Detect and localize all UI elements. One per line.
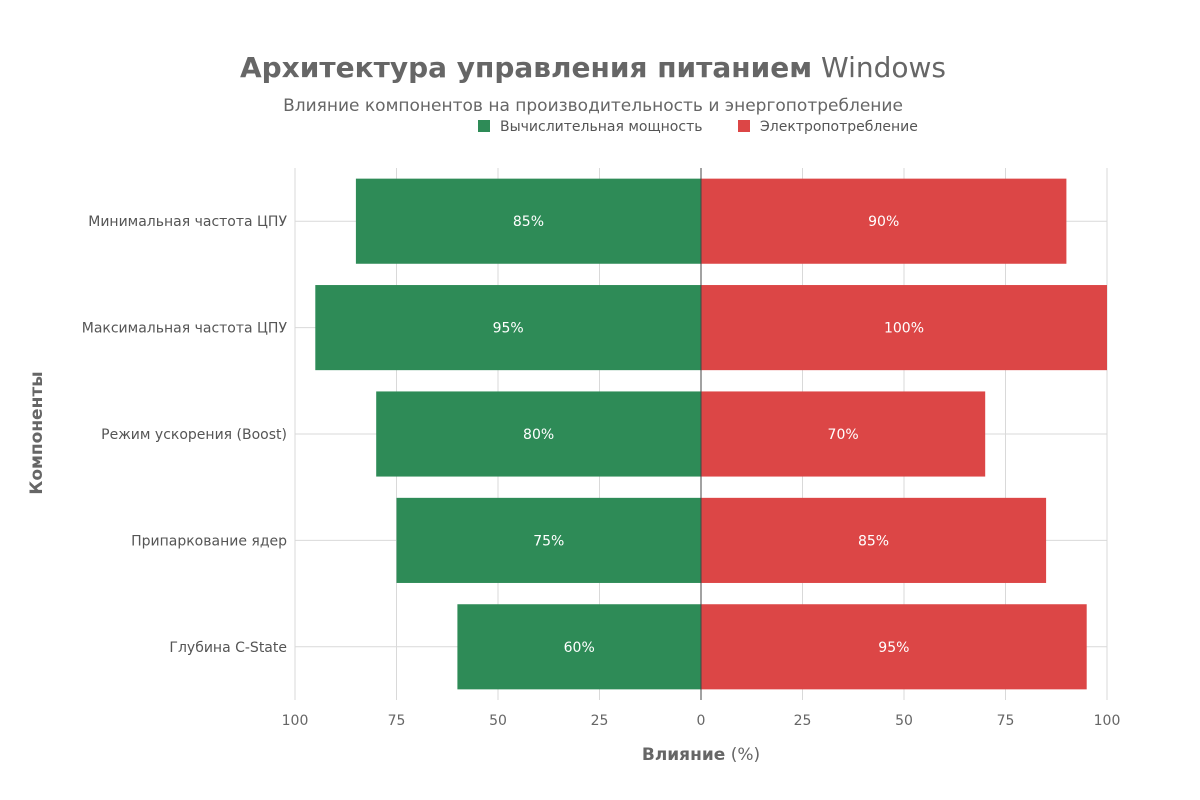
bar-compute: [376, 391, 701, 477]
bar-label-compute: 85%: [513, 214, 544, 230]
bar-label-compute: 80%: [523, 427, 554, 443]
axes: Минимальная частота ЦПУ Максимальная част…: [82, 168, 1121, 729]
bar-compute: [355, 178, 701, 264]
category-label: Припаркование ядер: [131, 533, 287, 549]
category-label: Глубина C-State: [169, 640, 287, 656]
bar-label-power: 100%: [884, 321, 924, 337]
bar-label-power: 70%: [828, 427, 859, 443]
bar-label-power: 85%: [858, 533, 889, 549]
legend: Вычислительная мощность Электропотреблен…: [478, 119, 918, 135]
bars: 85% 95% 80% 75% 60% 90% 100% 70% 85% 95%: [315, 178, 1107, 690]
chart-title-bold: Архитектура управления питанием: [240, 51, 812, 84]
bar-compute: [396, 497, 701, 583]
chart-subtitle: Влияние компонентов на производительност…: [283, 96, 903, 116]
x-tick-label: 25: [794, 713, 812, 729]
x-tick-label: 100: [282, 713, 309, 729]
y-axis-label: Компоненты: [27, 371, 47, 494]
x-tick-label: 25: [591, 713, 609, 729]
bar-label-power: 90%: [868, 214, 899, 230]
bar-power: [701, 497, 1047, 583]
x-tick-label: 50: [895, 713, 913, 729]
legend-label-power: Электропотребление: [760, 119, 918, 135]
x-tick-label: 75: [388, 713, 406, 729]
bar-power: [701, 178, 1067, 264]
chart-title: Архитектура управления питанием Windows: [240, 51, 946, 84]
x-axis-label: Влияние (%): [642, 745, 760, 765]
chart-title-normal: Windows: [821, 51, 946, 84]
legend-swatch-power: [738, 120, 750, 132]
x-tick-label: 0: [697, 713, 706, 729]
bar-label-power: 95%: [878, 640, 909, 656]
bar-label-compute: 95%: [493, 321, 524, 337]
bar-compute: [315, 285, 701, 371]
bar-power: [701, 285, 1107, 371]
category-label: Максимальная частота ЦПУ: [82, 321, 288, 337]
x-axis-label-bold: Влияние: [642, 745, 725, 765]
x-axis-label-unit: (%): [731, 745, 760, 765]
bar-power: [701, 391, 986, 477]
x-tick-label: 75: [997, 713, 1015, 729]
bar-label-compute: 60%: [564, 640, 595, 656]
bar-power: [701, 604, 1087, 690]
x-tick-label: 100: [1094, 713, 1121, 729]
bar-label-compute: 75%: [533, 533, 564, 549]
bar-compute: [457, 604, 701, 690]
category-label: Режим ускорения (Boost): [101, 427, 287, 443]
x-tick-label: 50: [489, 713, 507, 729]
legend-label-compute: Вычислительная мощность: [500, 119, 702, 135]
category-label: Минимальная частота ЦПУ: [88, 214, 287, 230]
legend-swatch-compute: [478, 120, 490, 132]
